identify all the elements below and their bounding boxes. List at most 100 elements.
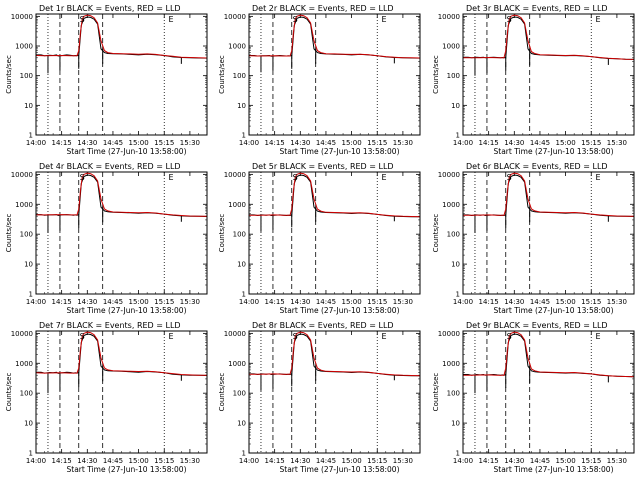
x-tick-label: 15:15	[154, 457, 174, 465]
x-tick-label: 15:15	[154, 298, 174, 306]
x-tick-label: 14:15	[52, 298, 72, 306]
y-tick-label: 100	[233, 231, 246, 239]
x-tick-label: 14:15	[265, 457, 285, 465]
data-layer	[36, 172, 207, 233]
y-tick-label: 100	[20, 72, 33, 80]
x-tick-label: 15:15	[581, 457, 601, 465]
marker-label-s: S	[80, 332, 85, 341]
marker-label-s: S	[507, 173, 512, 182]
x-tick-label: 15:30	[393, 298, 413, 306]
data-layer	[249, 172, 420, 232]
x-axis-label: Start Time (27-Jun-10 13:58:00)	[280, 465, 400, 474]
data-layer	[36, 331, 207, 394]
marker-label-e: E	[382, 332, 387, 341]
chart-title: Det 8r BLACK = Events, RED = LLD	[252, 321, 394, 330]
y-tick-label: 1	[29, 291, 33, 299]
y-tick-label: 1000	[442, 360, 460, 368]
marker-label-s: S	[80, 173, 85, 182]
y-tick-label: 10000	[11, 171, 33, 179]
y-tick-label: 10000	[11, 13, 33, 21]
x-tick-label: 15:30	[180, 139, 200, 147]
x-axis-label: Start Time (27-Jun-10 13:58:00)	[67, 147, 187, 156]
x-tick-label: 14:00	[239, 298, 259, 306]
x-tick-label: 15:00	[342, 139, 362, 147]
chart-title: Det 4r BLACK = Events, RED = LLD	[39, 162, 181, 171]
y-tick-label: 1000	[15, 43, 33, 51]
x-tick-label: 14:45	[103, 457, 123, 465]
x-tick-label: 14:00	[26, 298, 46, 306]
y-tick-label: 1000	[228, 201, 246, 209]
marker-label-s: S	[293, 15, 298, 24]
chart-title: Det 7r BLACK = Events, RED = LLD	[39, 321, 181, 330]
x-tick-label: 14:00	[26, 139, 46, 147]
y-axis-label: Counts/sec	[218, 55, 226, 94]
marker-label-e: E	[596, 173, 601, 182]
chart-panel-7: Det 7r BLACK = Events, RED = LLD Counts/s…	[5, 321, 208, 474]
y-tick-label: 1	[242, 291, 246, 299]
x-tick-label: 14:15	[479, 298, 499, 306]
x-tick-label: 14:00	[26, 457, 46, 465]
plot-frame	[35, 13, 208, 136]
lld-series-line	[249, 14, 420, 59]
x-axis-label: Start Time (27-Jun-10 13:58:00)	[494, 147, 614, 156]
data-layer	[463, 14, 634, 76]
events-series-line	[249, 333, 420, 377]
lld-series-line	[463, 331, 634, 378]
y-tick-label: 10000	[224, 171, 246, 179]
chart-title: Det 1r BLACK = Events, RED = LLD	[39, 4, 181, 13]
x-tick-label: 14:15	[52, 139, 72, 147]
x-tick-label: 14:45	[530, 298, 550, 306]
plot-frame	[462, 13, 635, 136]
y-tick-label: 10000	[224, 330, 246, 338]
y-tick-label: 10	[451, 420, 460, 428]
y-tick-label: 1	[242, 450, 246, 458]
chart-panel-1: Det 1r BLACK = Events, RED = LLD Counts/s…	[5, 4, 208, 156]
marker-label-e: E	[596, 332, 601, 341]
x-tick-label: 14:30	[504, 139, 524, 147]
y-tick-label: 100	[20, 390, 33, 398]
chart-panel-3: Det 3r BLACK = Events, RED = LLD Counts/s…	[432, 4, 635, 156]
chart-panel-5: Det 5r BLACK = Events, RED = LLD Counts/s…	[218, 162, 421, 315]
marker-label-e: E	[169, 332, 174, 341]
x-tick-label: 15:30	[180, 457, 200, 465]
plot-frame	[248, 330, 421, 454]
x-tick-label: 15:15	[367, 139, 387, 147]
lld-series-line	[36, 172, 207, 217]
y-tick-label: 1	[456, 291, 460, 299]
y-tick-label: 1000	[15, 360, 33, 368]
y-axis-label: Counts/sec	[218, 373, 226, 412]
plot-frame	[35, 171, 208, 295]
lld-series-line	[36, 14, 207, 59]
events-series-line	[463, 16, 634, 60]
y-tick-label: 1	[456, 450, 460, 458]
events-series-line	[36, 16, 207, 59]
x-tick-label: 14:00	[453, 457, 473, 465]
x-tick-label: 14:45	[316, 298, 336, 306]
x-tick-label: 15:00	[556, 139, 576, 147]
chart-panel-9: Det 9r BLACK = Events, RED = LLD Counts/s…	[432, 321, 635, 474]
x-axis-label: Start Time (27-Jun-10 13:58:00)	[67, 306, 187, 315]
y-tick-label: 1000	[442, 201, 460, 209]
data-layer	[463, 331, 634, 394]
y-axis-label: Counts/sec	[5, 373, 13, 412]
x-tick-label: 15:00	[342, 298, 362, 306]
x-tick-label: 14:30	[290, 457, 310, 465]
y-tick-label: 1000	[15, 201, 33, 209]
x-tick-label: 14:15	[52, 457, 72, 465]
events-series-line	[249, 16, 420, 59]
x-tick-label: 15:00	[556, 457, 576, 465]
x-axis-label: Start Time (27-Jun-10 13:58:00)	[494, 306, 614, 315]
y-axis-label: Counts/sec	[5, 214, 13, 253]
marker-label-e: E	[382, 15, 387, 24]
plot-frame	[462, 171, 635, 295]
x-tick-label: 15:30	[393, 139, 413, 147]
y-tick-label: 10	[451, 261, 460, 269]
chart-panel-4: Det 4r BLACK = Events, RED = LLD Counts/s…	[5, 162, 208, 315]
x-tick-label: 15:00	[342, 457, 362, 465]
y-tick-label: 10	[451, 102, 460, 110]
x-tick-label: 14:00	[239, 139, 259, 147]
y-tick-label: 10	[24, 420, 33, 428]
x-tick-label: 14:30	[504, 457, 524, 465]
y-tick-label: 10000	[438, 171, 460, 179]
